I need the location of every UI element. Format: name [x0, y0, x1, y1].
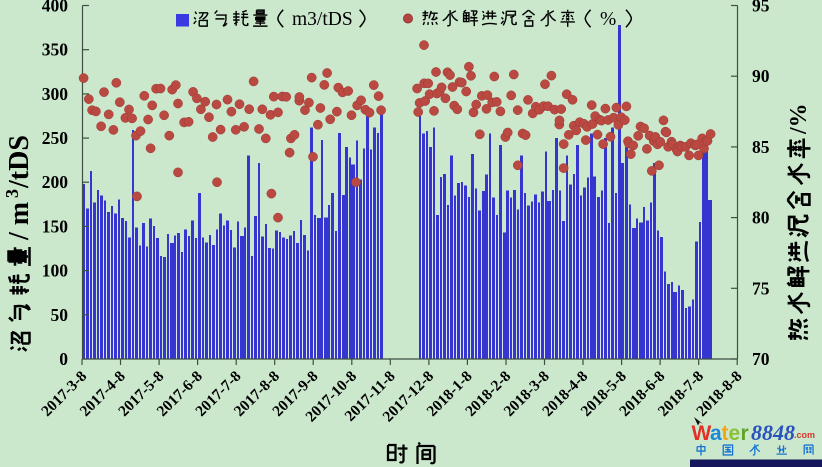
svg-text:m3/tDS: m3/tDS [292, 9, 353, 30]
svg-text:250: 250 [42, 128, 69, 148]
svg-text:%: % [600, 9, 616, 30]
svg-text:/ m: / m [4, 202, 35, 241]
svg-text:350: 350 [42, 40, 69, 60]
svg-text:90: 90 [752, 66, 770, 86]
svg-text:400: 400 [42, 0, 69, 16]
svg-text:80: 80 [752, 208, 770, 228]
svg-text:70: 70 [752, 349, 770, 369]
svg-text:e: e [729, 422, 741, 445]
svg-text:100: 100 [42, 261, 69, 281]
svg-text:95: 95 [752, 0, 770, 16]
svg-text:0: 0 [59, 349, 68, 369]
svg-text:75: 75 [752, 278, 770, 298]
svg-text:W: W [692, 422, 712, 445]
svg-text:/tDS: /tDS [4, 135, 35, 189]
svg-text:200: 200 [42, 172, 69, 192]
svg-text:.com: .com [794, 430, 815, 440]
svg-text:85: 85 [752, 137, 770, 157]
svg-text:300: 300 [42, 84, 69, 104]
svg-text:t: t [722, 422, 729, 445]
svg-text:/%: /% [786, 103, 812, 135]
svg-text:50: 50 [51, 305, 69, 325]
svg-text:8848: 8848 [751, 420, 795, 445]
svg-text:150: 150 [42, 216, 69, 236]
svg-text:a: a [710, 422, 722, 445]
svg-text:r: r [741, 422, 749, 445]
svg-text:3: 3 [2, 189, 22, 198]
